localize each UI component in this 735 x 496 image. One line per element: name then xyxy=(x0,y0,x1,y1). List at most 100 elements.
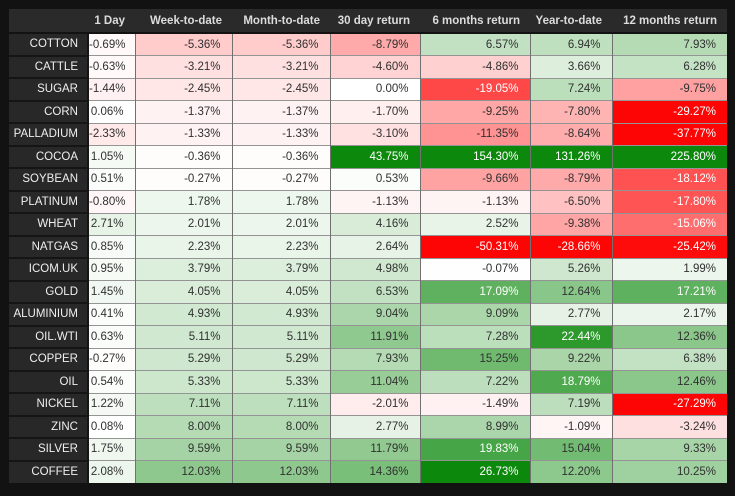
value-cell[interactable]: -9.38% xyxy=(529,212,612,236)
value-cell[interactable]: 2.08% xyxy=(88,460,135,483)
row-label-copper[interactable]: COPPER xyxy=(9,347,89,371)
value-cell[interactable]: 5.33% xyxy=(231,370,330,393)
value-cell[interactable]: -3.21% xyxy=(231,55,330,78)
value-cell[interactable]: 5.11% xyxy=(231,325,330,348)
value-cell[interactable]: 9.22% xyxy=(529,347,612,371)
value-cell[interactable]: 131.26% xyxy=(529,145,612,168)
value-cell[interactable]: -37.77% xyxy=(611,122,727,146)
value-cell[interactable]: -1.09% xyxy=(529,415,612,438)
row-label-icom-uk[interactable]: ICOM.UK xyxy=(9,257,89,281)
value-cell[interactable]: 19.83% xyxy=(419,437,530,461)
value-cell[interactable]: 5.29% xyxy=(231,347,330,371)
value-cell[interactable]: 12.03% xyxy=(231,460,330,483)
value-cell[interactable]: 4.98% xyxy=(329,257,420,281)
value-cell[interactable]: -15.06% xyxy=(611,212,727,236)
value-cell[interactable]: 7.11% xyxy=(134,392,232,416)
value-cell[interactable]: -0.36% xyxy=(134,145,232,168)
value-cell[interactable]: 154.30% xyxy=(419,145,530,168)
value-cell[interactable]: 4.05% xyxy=(134,280,232,303)
value-cell[interactable]: -0.07% xyxy=(419,257,530,281)
value-cell[interactable]: -0.69% xyxy=(88,33,135,56)
value-cell[interactable]: 0.63% xyxy=(88,325,135,348)
value-cell[interactable]: -4.60% xyxy=(329,55,420,78)
value-cell[interactable]: 6.28% xyxy=(611,55,727,78)
value-cell[interactable]: 4.05% xyxy=(231,280,330,303)
column-header-6-months-return[interactable]: 6 months return xyxy=(420,9,530,34)
value-cell[interactable]: 0.85% xyxy=(88,235,135,258)
value-cell[interactable]: -0.36% xyxy=(231,145,330,168)
row-label-cocoa[interactable]: COCOA xyxy=(9,144,89,168)
row-label-corn[interactable]: CORN xyxy=(9,99,89,123)
row-label-wheat[interactable]: WHEAT xyxy=(9,212,89,236)
value-cell[interactable]: 4.16% xyxy=(329,212,420,236)
value-cell[interactable]: 12.03% xyxy=(134,460,232,483)
value-cell[interactable]: 17.21% xyxy=(611,280,727,303)
value-cell[interactable]: -1.13% xyxy=(329,190,420,213)
value-cell[interactable]: 2.77% xyxy=(529,302,612,326)
row-label-platinum[interactable]: PLATINUM xyxy=(9,189,89,213)
column-header-week-to-date[interactable]: Week-to-date xyxy=(135,9,232,34)
value-cell[interactable]: 2.52% xyxy=(419,212,530,236)
value-cell[interactable]: 6.94% xyxy=(529,33,612,56)
value-cell[interactable]: 12.64% xyxy=(529,280,612,303)
value-cell[interactable]: 5.29% xyxy=(134,347,232,371)
value-cell[interactable]: 12.36% xyxy=(611,325,727,348)
value-cell[interactable]: 1.99% xyxy=(611,257,727,281)
row-label-cattle[interactable]: CATTLE xyxy=(9,54,89,78)
value-cell[interactable]: -18.12% xyxy=(611,167,727,191)
value-cell[interactable]: -0.27% xyxy=(231,167,330,191)
value-cell[interactable]: -2.33% xyxy=(88,122,135,146)
value-cell[interactable]: -8.79% xyxy=(529,167,612,191)
value-cell[interactable]: -11.35% xyxy=(419,122,530,146)
value-cell[interactable]: 7.22% xyxy=(419,370,530,393)
value-cell[interactable]: -1.37% xyxy=(231,100,330,123)
value-cell[interactable]: -1.13% xyxy=(419,190,530,213)
value-cell[interactable]: 1.78% xyxy=(231,190,330,213)
value-cell[interactable]: 11.79% xyxy=(329,437,420,461)
value-cell[interactable]: 1.22% xyxy=(88,392,135,416)
value-cell[interactable]: 12.20% xyxy=(529,460,612,483)
row-label-palladium[interactable]: PALLADIUM xyxy=(9,122,89,146)
value-cell[interactable]: 1.78% xyxy=(134,190,232,213)
value-cell[interactable]: -1.49% xyxy=(419,392,530,416)
value-cell[interactable]: 2.71% xyxy=(88,212,135,236)
value-cell[interactable]: 12.46% xyxy=(611,370,727,393)
value-cell[interactable]: 0.95% xyxy=(88,257,135,281)
value-cell[interactable]: -6.50% xyxy=(529,190,612,213)
row-label-zinc[interactable]: ZINC xyxy=(9,414,89,438)
value-cell[interactable]: -50.31% xyxy=(419,235,530,258)
value-cell[interactable]: 0.54% xyxy=(88,370,135,393)
value-cell[interactable]: 2.01% xyxy=(134,212,232,236)
row-label-oil-wti[interactable]: OIL.WTI xyxy=(9,324,89,348)
value-cell[interactable]: 8.00% xyxy=(134,415,232,438)
value-cell[interactable]: 9.59% xyxy=(134,437,232,461)
value-cell[interactable]: 2.77% xyxy=(329,415,420,438)
value-cell[interactable]: 0.00% xyxy=(329,77,420,101)
value-cell[interactable]: 7.93% xyxy=(611,33,727,56)
value-cell[interactable]: 5.26% xyxy=(529,257,612,281)
value-cell[interactable]: -2.45% xyxy=(231,77,330,101)
value-cell[interactable]: -25.42% xyxy=(611,235,727,258)
value-cell[interactable]: 3.66% xyxy=(529,55,612,78)
value-cell[interactable]: -28.66% xyxy=(529,235,612,258)
value-cell[interactable]: 2.23% xyxy=(231,235,330,258)
value-cell[interactable]: 22.44% xyxy=(529,325,612,348)
value-cell[interactable]: -3.24% xyxy=(611,415,727,438)
value-cell[interactable]: 18.79% xyxy=(529,370,612,393)
column-header-30-day-return[interactable]: 30 day return xyxy=(330,9,420,34)
value-cell[interactable]: -8.64% xyxy=(529,122,612,146)
value-cell[interactable]: 7.24% xyxy=(529,77,612,101)
value-cell[interactable]: 17.09% xyxy=(419,280,530,303)
value-cell[interactable]: -1.33% xyxy=(231,122,330,146)
value-cell[interactable]: 7.93% xyxy=(329,347,420,371)
value-cell[interactable]: -9.75% xyxy=(611,77,727,101)
value-cell[interactable]: -27.29% xyxy=(611,392,727,416)
value-cell[interactable]: 2.01% xyxy=(231,212,330,236)
value-cell[interactable]: 6.53% xyxy=(329,280,420,303)
row-label-nickel[interactable]: NICKEL xyxy=(9,392,89,416)
value-cell[interactable]: 9.04% xyxy=(329,302,420,326)
value-cell[interactable]: 9.59% xyxy=(231,437,330,461)
value-cell[interactable]: 225.80% xyxy=(611,145,727,168)
value-cell[interactable]: -29.27% xyxy=(611,100,727,123)
value-cell[interactable]: -1.37% xyxy=(134,100,232,123)
